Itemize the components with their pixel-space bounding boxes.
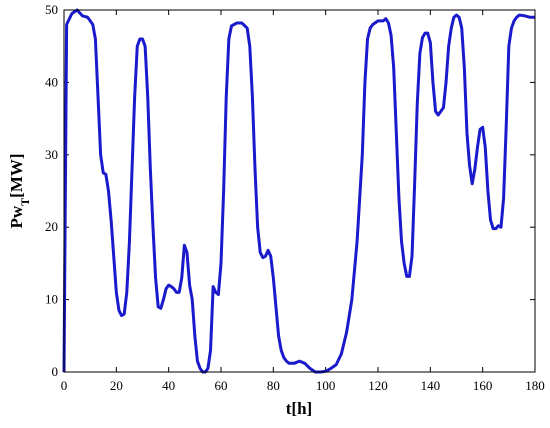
- y-tick-label: 20: [45, 219, 58, 234]
- x-tick-label: 0: [61, 378, 68, 393]
- x-tick-label: 180: [525, 378, 545, 393]
- x-tick-label: 140: [421, 378, 441, 393]
- y-tick-label: 40: [45, 74, 58, 89]
- x-axis-label: t[h]: [286, 399, 312, 418]
- x-tick-label: 100: [316, 378, 336, 393]
- plot-frame: [63, 9, 536, 373]
- x-tick-label: 40: [162, 378, 175, 393]
- y-axis-label-sub: T: [18, 198, 32, 206]
- x-tick-label: 60: [215, 378, 228, 393]
- x-tick-label: 160: [473, 378, 493, 393]
- y-axis-label-unit: [MW]: [7, 153, 26, 197]
- x-tick-label: 80: [267, 378, 280, 393]
- series-line: [62, 8, 535, 374]
- x-tick-label: 120: [368, 378, 388, 393]
- y-tick-label: 50: [45, 2, 58, 17]
- y-axis-label-main: Pw: [7, 205, 26, 228]
- y-tick-label: 10: [45, 292, 58, 307]
- x-tick-label: 20: [110, 378, 123, 393]
- y-tick-label: 0: [52, 364, 59, 379]
- y-tick-label: 30: [45, 147, 58, 162]
- y-axis-label: PwT[MW]: [7, 153, 32, 228]
